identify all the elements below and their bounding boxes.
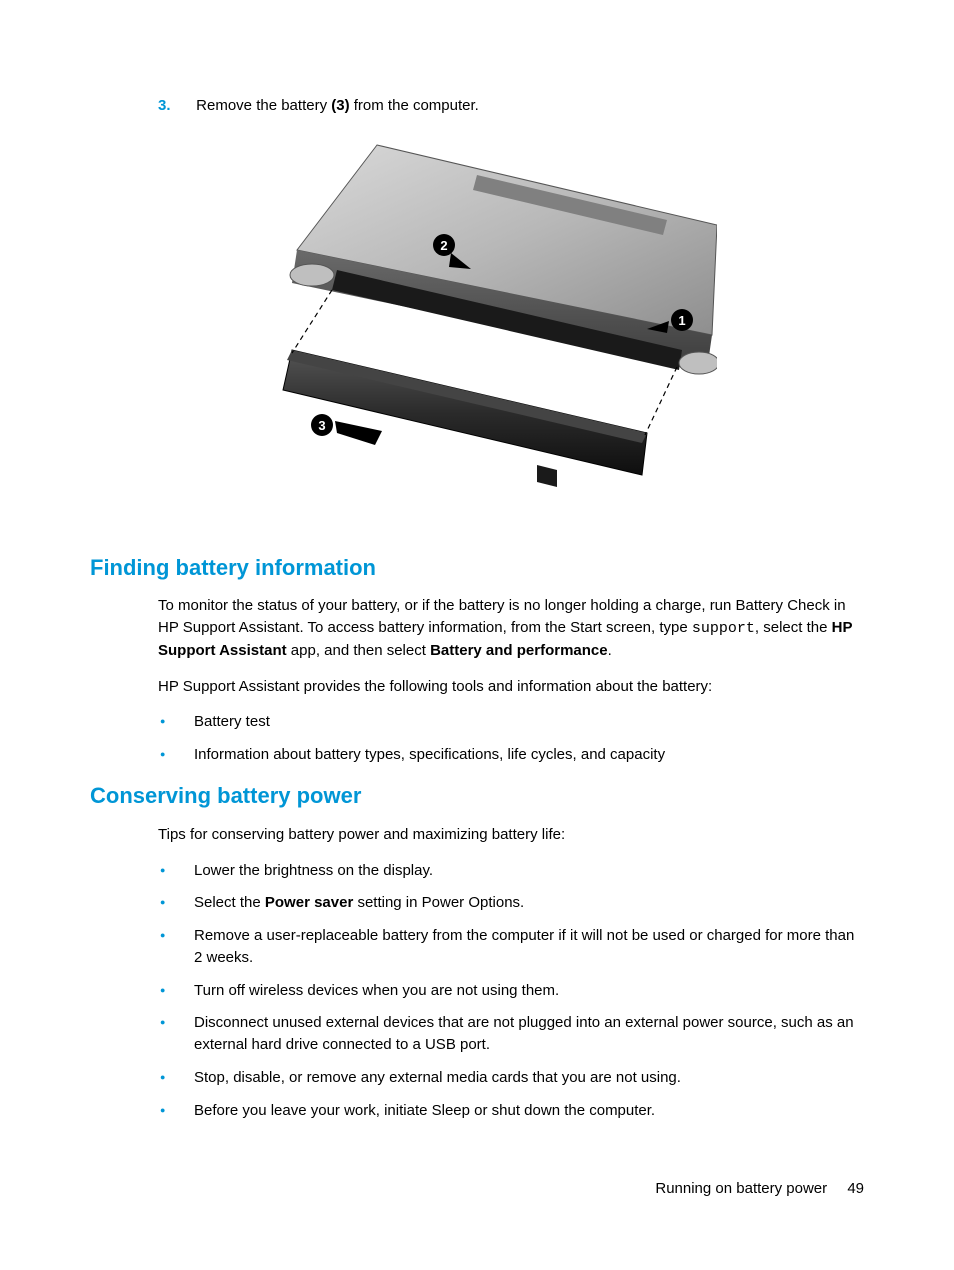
code-support: support xyxy=(692,620,755,637)
conserving-para1: Tips for conserving battery power and ma… xyxy=(158,824,864,846)
list-item: Battery test xyxy=(158,711,864,733)
footer-section: Running on battery power xyxy=(655,1180,827,1197)
step-number: 3. xyxy=(158,95,192,117)
footer-page-number: 49 xyxy=(847,1180,864,1197)
bold-battery-and-performance: Battery and performance xyxy=(430,642,608,659)
list-item: Lower the brightness on the display. xyxy=(158,860,864,882)
list-item: Select the Power saver setting in Power … xyxy=(158,892,864,914)
list-item: Remove a user-replaceable battery from t… xyxy=(158,925,864,969)
finding-info-bullets: Battery test Information about battery t… xyxy=(158,711,864,766)
svg-text:1: 1 xyxy=(678,313,685,328)
conserving-bullets: Lower the brightness on the display. Sel… xyxy=(158,860,864,1122)
page-footer: Running on battery power 49 xyxy=(655,1178,864,1200)
finding-info-para2: HP Support Assistant provides the follow… xyxy=(158,676,864,698)
step-3: 3. Remove the battery (3) from the compu… xyxy=(158,95,864,117)
bold-power-saver: Power saver xyxy=(265,894,353,911)
list-item: Before you leave your work, initiate Sle… xyxy=(158,1100,864,1122)
step-text-before: Remove the battery xyxy=(196,97,331,114)
heading-conserving-battery-power: Conserving battery power xyxy=(90,780,864,812)
svg-text:3: 3 xyxy=(318,418,325,433)
step-ref-bold: (3) xyxy=(331,97,349,114)
heading-finding-battery-info: Finding battery information xyxy=(90,552,864,584)
battery-removal-svg: 1 2 3 xyxy=(237,135,717,515)
list-item: Information about battery types, specifi… xyxy=(158,744,864,766)
list-item: Disconnect unused external devices that … xyxy=(158,1012,864,1056)
battery-removal-figure: 1 2 3 xyxy=(90,135,864,522)
list-item: Stop, disable, or remove any external me… xyxy=(158,1067,864,1089)
finding-info-para1: To monitor the status of your battery, o… xyxy=(158,595,864,661)
svg-text:2: 2 xyxy=(440,238,447,253)
list-item: Turn off wireless devices when you are n… xyxy=(158,980,864,1002)
step-text-after: from the computer. xyxy=(350,97,479,114)
